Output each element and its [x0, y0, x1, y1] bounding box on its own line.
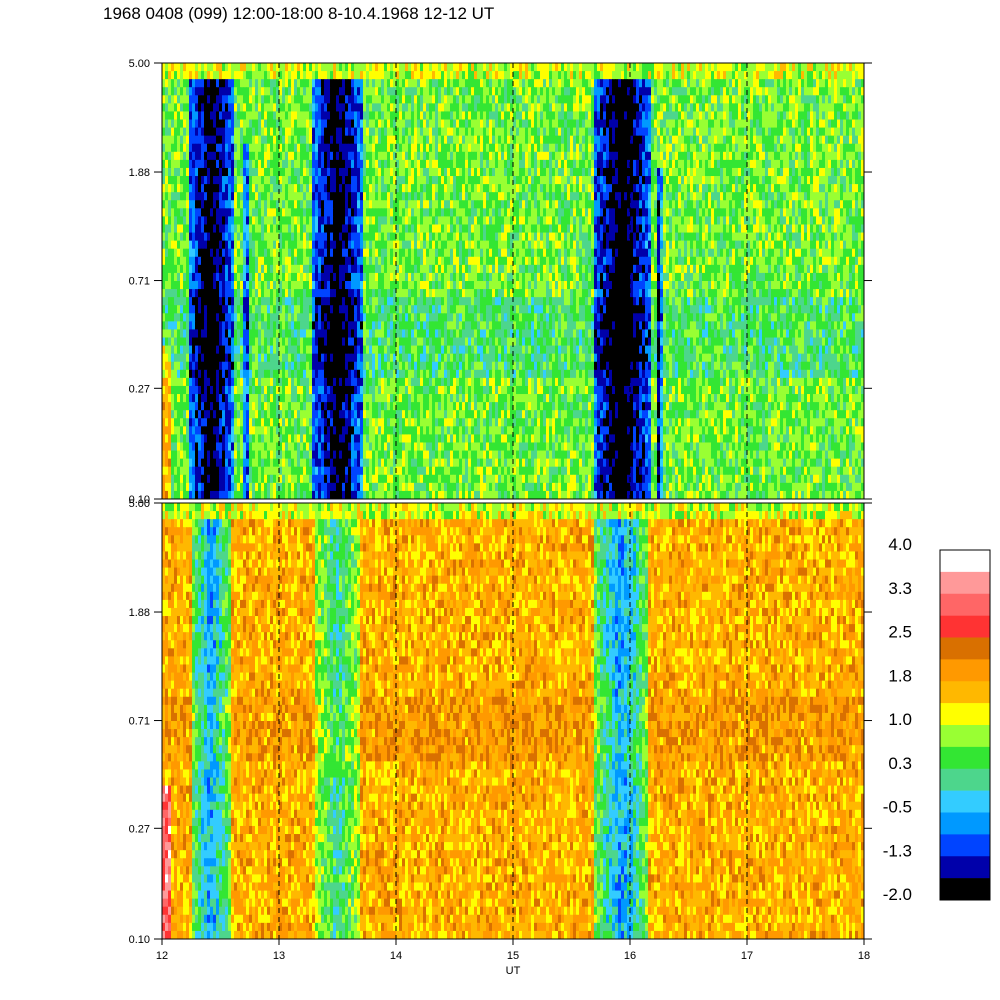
y-tick-label: 5.00 — [129, 498, 150, 510]
y-tick-label: 0.27 — [129, 823, 150, 835]
x-tick-label: 12 — [156, 950, 168, 962]
colorbar-swatch — [940, 703, 990, 725]
colorbar-swatch — [940, 659, 990, 681]
x-tick-label: 16 — [624, 950, 636, 962]
x-axis-ticks: 12 13 14 15 16 17 18 — [156, 939, 870, 962]
x-tick-label: 14 — [390, 950, 402, 962]
colorbar-label: 0.3 — [888, 754, 912, 773]
colorbar: 4.0 3.3 2.5 1.8 1.0 0.3 -0.5 -1.3 -2.0 — [883, 535, 990, 904]
colorbar-swatch — [940, 572, 990, 594]
colorbar-swatch — [940, 813, 990, 835]
colorbar-label: -2.0 — [883, 885, 912, 904]
colorbar-swatch — [940, 769, 990, 791]
colorbar-swatch — [940, 616, 990, 638]
x-tick-label: 15 — [507, 950, 519, 962]
y-tick-label: 0.71 — [129, 276, 150, 288]
x-tick-label: 13 — [273, 950, 285, 962]
colorbar-swatch — [940, 638, 990, 660]
colorbar-label: 1.0 — [888, 710, 912, 729]
colorbar-label: -0.5 — [883, 798, 912, 817]
colorbar-swatch — [940, 834, 990, 856]
colorbar-swatch — [940, 550, 990, 572]
colorbar-swatch — [940, 681, 990, 703]
y-tick-label: 1.88 — [129, 607, 150, 619]
x-tick-label: 17 — [741, 950, 753, 962]
colorbar-swatch — [940, 747, 990, 769]
colorbar-swatch — [940, 725, 990, 747]
colorbar-swatch — [940, 878, 990, 900]
colorbar-label: 2.5 — [888, 623, 912, 642]
colorbar-label: 3.3 — [888, 579, 912, 598]
colorbar-label: -1.3 — [883, 841, 912, 860]
colorbar-swatch — [940, 856, 990, 878]
colorbar-swatch — [940, 791, 990, 813]
colorbar-label: 1.8 — [888, 666, 912, 685]
x-axis-label: UT — [506, 965, 521, 977]
y-tick-label: 1.88 — [129, 167, 150, 179]
y-tick-label: 0.10 — [129, 934, 150, 946]
colorbar-label: 4.0 — [888, 535, 912, 554]
y-tick-label: 5.00 — [129, 58, 150, 70]
y-tick-label: 0.27 — [129, 383, 150, 395]
y-tick-label: 0.71 — [129, 716, 150, 728]
colorbar-swatch — [940, 594, 990, 616]
x-tick-label: 18 — [858, 950, 870, 962]
